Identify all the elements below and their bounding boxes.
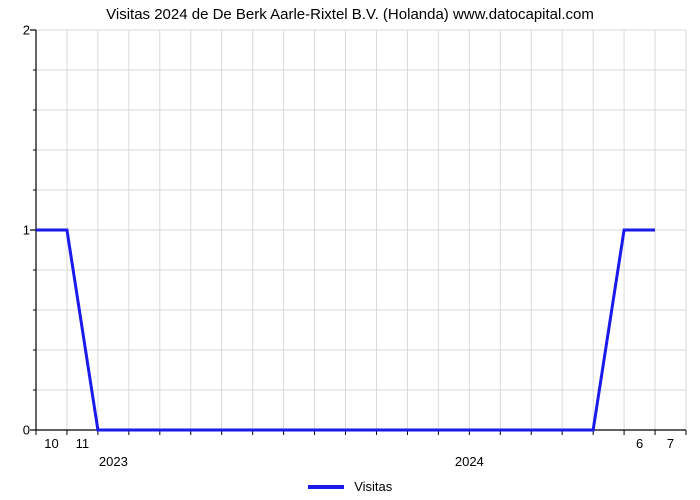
x-year-label: 2023 [99,454,128,469]
legend: Visitas [0,478,700,496]
y-tick-label: 2 [10,23,30,38]
x-tick-label: 11 [76,436,90,451]
chart-title: Visitas 2024 de De Berk Aarle-Rixtel B.V… [0,6,700,23]
x-tick-label: 6 [636,436,643,451]
legend-label: Visitas [354,479,392,494]
y-tick-label: 0 [10,423,30,438]
x-year-label: 2024 [455,454,484,469]
x-tick-label: 7 [667,436,674,451]
chart-plot [36,30,686,430]
legend-swatch [308,485,344,489]
x-tick-label: 10 [44,436,58,451]
y-tick-label: 1 [10,223,30,238]
